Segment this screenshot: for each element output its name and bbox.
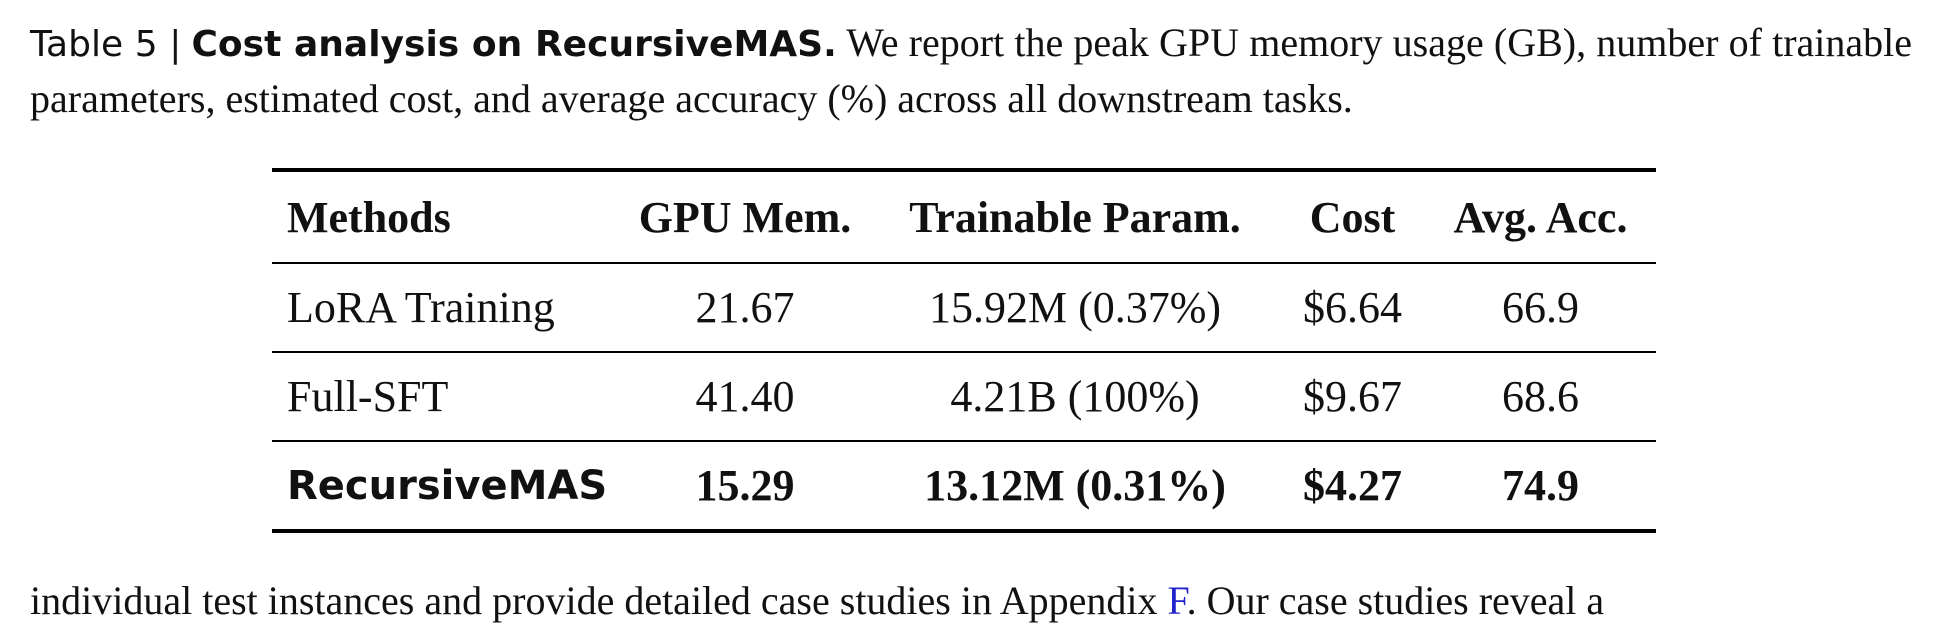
table-cell: Full-SFT [272,352,620,442]
header-cell: Cost [1280,168,1425,264]
table-cell: 15.92M (0.37%) [870,263,1280,353]
table-cell: 41.40 [620,352,870,442]
paragraph-text: individual test instances and provide de… [30,578,1168,623]
header-cell: Avg. Acc. [1425,168,1656,264]
table-cell: 4.21B (100%) [870,352,1280,442]
header-row: Methods GPU Mem. Trainable Param. Cost Avg. … [272,168,1656,264]
table-cell: $4.27 [1280,441,1425,533]
table-cell: 74.9 [1425,441,1656,533]
caption-title: Cost analysis on RecursiveMAS. [191,24,837,65]
table-row: Full-SFT 41.40 4.21B (100%) $9.67 68.6 [272,352,1656,442]
header-cell: GPU Mem. [620,168,870,264]
header-cell: Methods [272,168,620,264]
table-cell: LoRA Training [272,263,620,353]
table-cell: 68.6 [1425,352,1656,442]
table-cell: $9.67 [1280,352,1425,442]
table-cell: 21.67 [620,263,870,353]
caption-text: We report the peak GPU memory usage (GB)… [30,20,1913,121]
cost-table: Methods GPU Mem. Trainable Param. Cost Avg. … [272,168,1656,533]
table-row: LoRA Training 21.67 15.92M (0.37%) $6.64 66.… [272,263,1656,353]
header-cell: Trainable Param. [870,168,1280,264]
table-row: RecursiveMAS 15.29 13.12M (0.31%) $4.27 74.9 [272,441,1656,533]
body-paragraph: individual test instances and provide de… [30,574,1912,628]
table-cell: RecursiveMAS [272,441,620,533]
table-cell: 66.9 [1425,263,1656,353]
table-body: LoRA Training 21.67 15.92M (0.37%) $6.64 66.… [272,263,1656,533]
paragraph-text: . Our case studies reveal a [1186,578,1605,623]
table-cell: $6.64 [1280,263,1425,353]
caption-label: Table 5 | [30,24,182,65]
appendix-link[interactable]: F [1167,578,1187,623]
table-caption: Table 5 | Cost analysis on RecursiveMAS.… [30,16,1912,126]
table-cell: 15.29 [620,441,870,533]
table-cell: 13.12M (0.31%) [870,441,1280,533]
